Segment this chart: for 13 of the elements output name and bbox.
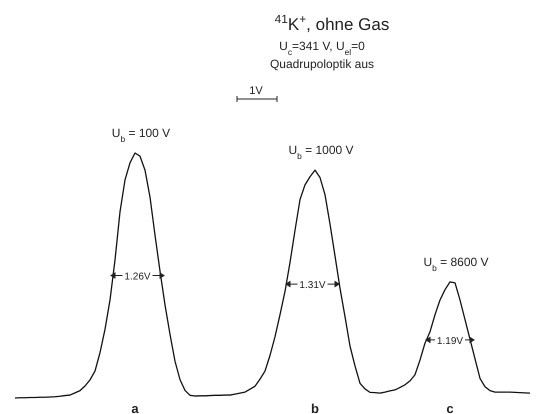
text: b xyxy=(311,401,320,414)
chart-title: $^{41}$K$^{+}$, ohne Gas xyxy=(274,12,390,34)
annotation: 1.31V xyxy=(299,280,326,292)
text: a xyxy=(131,401,140,414)
chart-subtitle: U$_{c}$=341 V, U$_{el}$=0 xyxy=(279,39,366,57)
annotation: 1.19V xyxy=(436,336,464,347)
annotation: U$_{b}$ = 8600 V xyxy=(423,254,489,273)
text: 1V xyxy=(249,85,264,97)
text: U$_{b}$ = 100 V xyxy=(112,126,170,144)
text: Quadrupoloptik aus xyxy=(270,57,374,71)
annotation: U$_{b}$ = 1000 V xyxy=(288,143,354,162)
text: c xyxy=(446,401,454,414)
annotation: 1.26V xyxy=(124,272,151,282)
